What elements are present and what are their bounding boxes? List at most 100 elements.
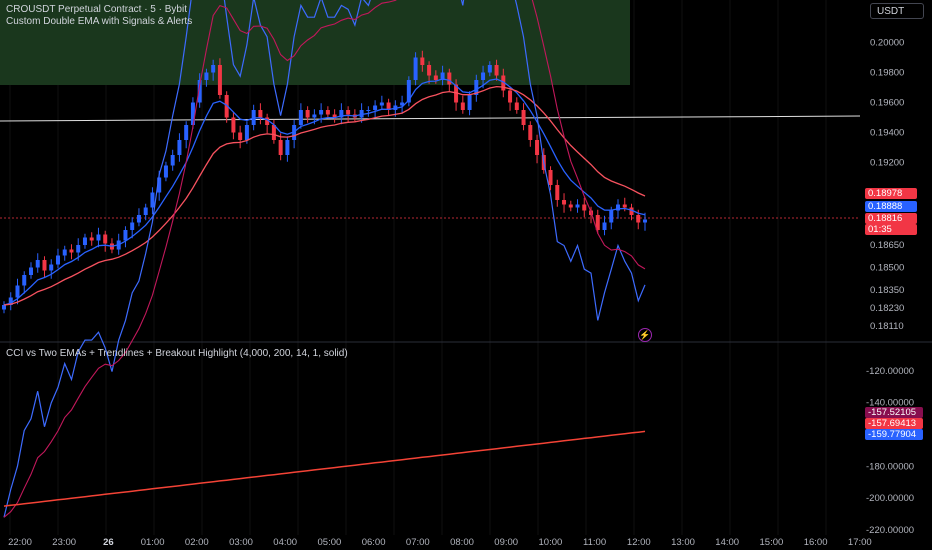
price-tick-label: 0.18350 <box>870 285 904 296</box>
time-tick-label: 23:00 <box>52 537 76 548</box>
time-tick-label: 06:00 <box>362 537 386 548</box>
price-axis[interactable]: 0.20000 0.19800 0.19600 0.19400 0.19200 0.186… <box>870 38 904 333</box>
cci-ema-fast-label: -157.69413 <box>865 418 923 429</box>
candle-body <box>238 132 243 140</box>
candle-body <box>197 80 202 103</box>
cci-value-label: -159.77904 <box>865 429 923 440</box>
candle-body <box>231 117 236 133</box>
cci-ema-fast-line <box>3 0 646 518</box>
candle-body <box>22 275 27 286</box>
candle-body <box>157 177 162 193</box>
candle-body <box>609 210 614 223</box>
price-tick-label: 0.18230 <box>870 303 904 314</box>
alert-icon[interactable]: ⚡ <box>638 328 652 342</box>
candle-body <box>285 140 290 155</box>
candle-body <box>548 170 553 185</box>
time-tick-label: 02:00 <box>185 537 209 548</box>
candle-body <box>433 75 438 80</box>
time-tick-label: 07:00 <box>406 537 430 548</box>
candle-body <box>305 110 310 118</box>
candle-body <box>62 249 67 256</box>
candle-body <box>379 102 384 106</box>
time-tick-label: 08:00 <box>450 537 474 548</box>
candle-body <box>163 165 168 178</box>
candle-body <box>447 72 452 85</box>
candle-body <box>602 222 607 230</box>
candle-body <box>312 114 317 118</box>
candle-body <box>103 234 108 244</box>
candle-body <box>69 249 74 253</box>
grid-lines <box>9 0 827 535</box>
bar-countdown-label: 01:35 <box>865 224 917 235</box>
candle-body <box>454 84 459 103</box>
candle-body <box>359 110 364 118</box>
candle-body <box>616 204 621 211</box>
price-tick-label: 0.19800 <box>870 68 904 79</box>
candle-body <box>420 57 425 65</box>
candle-body <box>595 215 600 230</box>
candle-body <box>42 260 47 271</box>
time-tick-label: 10:00 <box>539 537 563 548</box>
candle-body <box>535 140 540 155</box>
candle-body <box>555 185 560 200</box>
candle-body <box>406 80 411 103</box>
candle-body <box>460 102 465 110</box>
cci-tick-label: -140.00000 <box>866 398 914 409</box>
candle-body <box>339 110 344 118</box>
candle-body <box>474 80 479 95</box>
indicator-sub-title[interactable]: CCI vs Two EMAs + Trendlines + Breakout … <box>6 348 348 359</box>
horizontal-trendline[interactable] <box>0 115 861 122</box>
candle-body <box>82 237 87 245</box>
cci-axis[interactable]: -120.00000-140.00000-160.00000-180.00000… <box>866 366 914 536</box>
candle-body <box>2 305 6 310</box>
candle-body <box>76 245 81 253</box>
candle-body <box>514 102 519 110</box>
candle-body <box>521 110 526 125</box>
time-axis[interactable]: 22:00 23:00 26 01:00 02:00 03:00 04:00 05:00 06:… <box>8 537 872 548</box>
candle-body <box>211 65 216 73</box>
symbol-title[interactable]: CROUSDT Perpetual Contract · 5 · Bybit <box>6 4 187 15</box>
candle-body <box>528 125 533 140</box>
candle-body <box>427 65 432 76</box>
time-tick-label: 11:00 <box>583 537 606 548</box>
candle-body <box>636 215 641 223</box>
candle-body <box>386 102 391 110</box>
currency-button[interactable]: USDT <box>870 3 924 19</box>
candle-body <box>244 125 249 140</box>
candle-body <box>278 140 283 155</box>
price-tick-label: 0.18500 <box>870 263 904 274</box>
cci-tick-label: -220.00000 <box>866 525 914 536</box>
indicator-main-title[interactable]: Custom Double EMA with Signals & Alerts <box>6 16 193 27</box>
candle-body <box>413 57 418 80</box>
candle-body <box>487 65 492 73</box>
time-tick-label: 17:00 <box>848 537 872 548</box>
time-tick-label: 01:00 <box>141 537 165 548</box>
candle-body <box>35 260 40 268</box>
candle-body <box>96 234 101 241</box>
candle-body <box>136 215 141 223</box>
time-tick-label: 12:00 <box>627 537 651 548</box>
candle-body <box>494 65 499 76</box>
ema-fast-line <box>3 78 646 306</box>
candle-body <box>258 110 263 118</box>
cci-tick-label: -120.00000 <box>866 366 914 377</box>
candle-body <box>28 267 33 275</box>
candle-body <box>373 105 378 110</box>
candle-body <box>123 230 128 241</box>
candle-body <box>319 110 324 115</box>
candle-body <box>643 219 647 223</box>
price-tick-label: 0.19200 <box>870 158 904 169</box>
candle-body <box>150 192 155 208</box>
cci-tick-label: -180.00000 <box>866 461 914 472</box>
candle-body <box>55 255 60 265</box>
time-tick-label: 09:00 <box>494 537 518 548</box>
price-tick-label: 0.18110 <box>870 321 904 332</box>
time-tick-label: 03:00 <box>229 537 253 548</box>
time-tick-label: 14:00 <box>715 537 739 548</box>
time-tick-label: 05:00 <box>318 537 342 548</box>
ema-fast-price-label: 0.18888 <box>865 201 917 212</box>
candle-body <box>440 72 445 80</box>
time-tick-label: 26 <box>103 537 114 548</box>
price-tick-label: 0.19600 <box>870 98 904 109</box>
